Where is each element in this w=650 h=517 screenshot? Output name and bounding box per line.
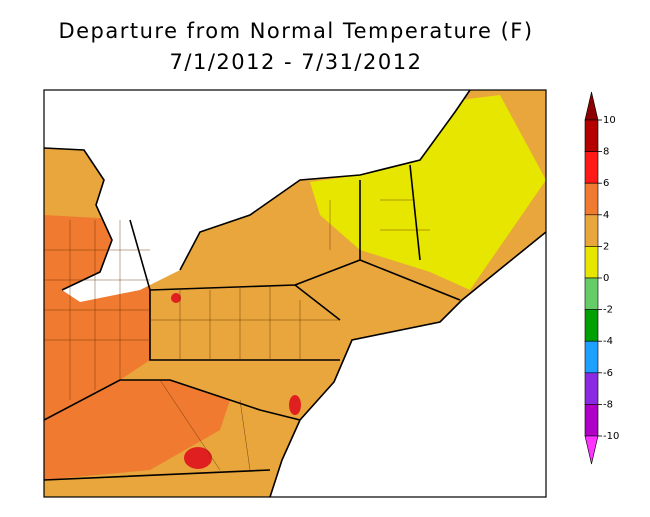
colorbar-band: [584, 372, 599, 405]
colorbar-arrow: [584, 435, 599, 465]
hot-spot: [171, 293, 181, 303]
colorbar-band: [584, 340, 599, 374]
map-title: Departure from Normal Temperature (F): [58, 19, 533, 43]
shoreline: [179, 90, 471, 271]
ocean: [270, 232, 546, 497]
shoreline: [269, 231, 546, 497]
colorbar-tick-label: -2: [603, 305, 613, 316]
cool-area: [310, 95, 546, 290]
colorbar-band: [584, 404, 599, 437]
colorbar-band: [584, 214, 599, 247]
county-line: [44, 199, 430, 471]
colorbar-tick-label: -10: [603, 431, 619, 442]
hot-spot: [184, 447, 212, 469]
map-subtitle: 7/1/2012 - 7/31/2012: [170, 50, 423, 74]
colorbar-tick-label: 8: [603, 147, 609, 158]
map-frame: [43, 89, 547, 498]
colorbar-band: [584, 119, 599, 152]
colorbar-arrow: [584, 91, 599, 121]
shoreline: [44, 147, 113, 291]
colorbar-tick-label: 0: [603, 273, 609, 284]
map: [43, 89, 547, 498]
hot-spot: [289, 395, 301, 415]
colorbar-tick-label: 4: [603, 210, 609, 221]
state-line: [44, 164, 461, 481]
colorbar-band: [584, 246, 599, 279]
warm-area: [44, 380, 230, 480]
water: [44, 90, 470, 302]
colorbar: 10 8 6 4 2 0 -2 -4 -6 -8 -10: [584, 91, 619, 465]
colorbar-band: [584, 151, 599, 184]
colorbar-tick-label: -8: [603, 399, 613, 410]
colorbar-band: [584, 277, 599, 310]
colorbar-tick-label: 2: [603, 241, 609, 252]
colorbar-band: [584, 182, 599, 216]
colorbar-tick-label: 6: [603, 178, 609, 189]
colorbar-tick-label: 10: [603, 115, 616, 126]
colorbar-band: [584, 309, 599, 342]
colorbar-tick-label: -6: [603, 368, 613, 379]
colorbar-tick-label: -4: [603, 336, 613, 347]
